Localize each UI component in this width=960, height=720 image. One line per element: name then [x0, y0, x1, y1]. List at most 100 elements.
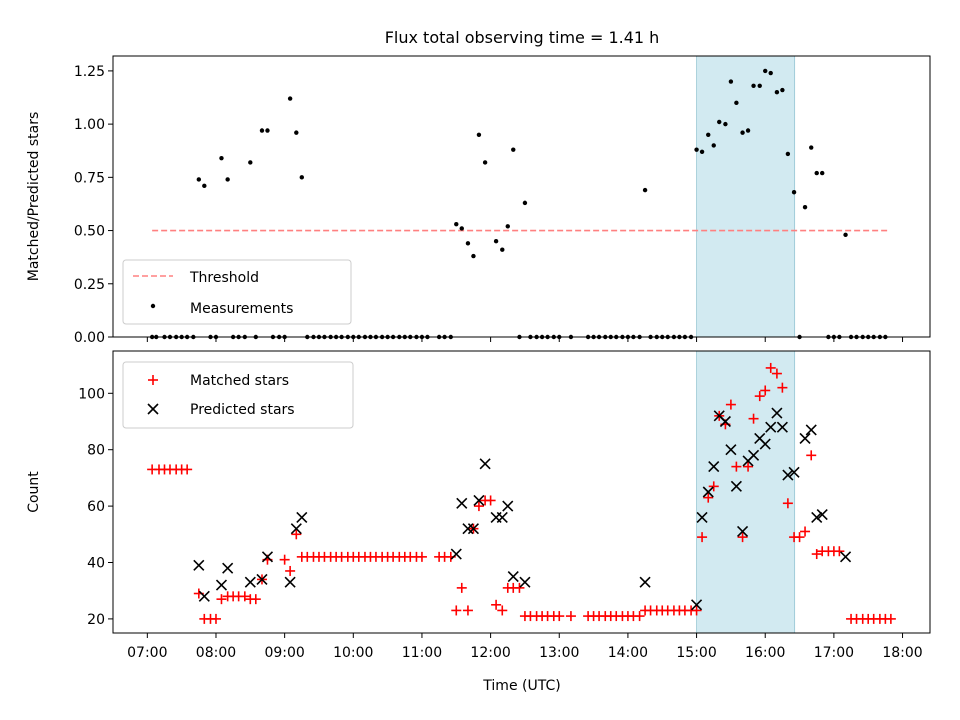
measurement-point: [219, 155, 224, 161]
measurement-point: [768, 70, 773, 76]
matched-star-point: [485, 495, 496, 506]
legend-measurement-swatch: [150, 303, 156, 309]
measurement-point: [745, 128, 751, 133]
matched-star-point: [760, 385, 771, 396]
y-tick-label: 80: [87, 443, 105, 459]
predicted-star-point: [771, 407, 783, 419]
matched-star-point: [697, 532, 708, 543]
measurement-point: [711, 143, 716, 148]
predicted-star-point: [256, 573, 268, 585]
measurement-point: [287, 96, 293, 101]
measurement-point: [802, 204, 808, 210]
matched-star-point: [216, 594, 227, 605]
predicted-star-point: [747, 449, 760, 461]
y-tick-label: 0.25: [74, 277, 105, 293]
matched-star-point: [250, 594, 261, 605]
predicted-star-point: [730, 480, 742, 492]
predicted-star-point: [782, 469, 794, 481]
predicted-star-point: [719, 415, 731, 428]
top-panel: 0.00 0.25 0.50 0.75 1.00 1.25 Matched/Predict…: [26, 55, 931, 346]
predicted-star-point: [479, 458, 491, 470]
measurement-point: [465, 241, 471, 246]
y-tick-label: 1.00: [74, 117, 105, 133]
matched-star-point: [834, 546, 845, 557]
measurement-point: [785, 151, 791, 157]
matched-star-point: [782, 498, 793, 509]
x-tick-label: 15:00: [676, 645, 716, 661]
predicted-star-point: [198, 590, 210, 602]
measurement-point: [706, 132, 711, 137]
matched-star-point: [239, 591, 250, 602]
measurement-point: [734, 100, 739, 106]
matched-star-point: [182, 464, 193, 475]
measurement-point: [202, 183, 207, 189]
predicted-star-point: [296, 511, 308, 523]
measurement-point: [511, 147, 516, 152]
predicted-star-point: [725, 444, 737, 456]
predicted-star-point: [284, 576, 296, 588]
predicted-star-point: [799, 432, 811, 444]
measurement-point: [814, 170, 819, 176]
legend-predicted-swatch: [147, 403, 159, 415]
matched-star-point: [473, 501, 484, 512]
legend-predicted-label: Predicted stars: [190, 402, 295, 418]
predicted-star-point: [691, 599, 703, 611]
predicted-star-point: [261, 551, 274, 563]
bottom-axes-frame: [112, 350, 931, 634]
predicted-star-point: [639, 576, 651, 588]
measurement-point: [699, 149, 705, 154]
predicted-star-point: [467, 523, 480, 535]
predicted-star-point: [193, 559, 205, 571]
measurement-point: [757, 83, 762, 89]
y-tick-label: 0.50: [74, 224, 105, 240]
bottom-marks: [147, 362, 896, 624]
matched-star-point: [806, 450, 817, 461]
measurement-point: [471, 253, 476, 259]
measurement-point: [642, 187, 648, 193]
y-tick-label: 0.75: [74, 170, 105, 186]
measurement-point: [505, 224, 510, 229]
x-tick-label: 18:00: [882, 645, 922, 661]
x-tick-label: 17:00: [814, 645, 854, 661]
top-x-ticks: [146, 337, 904, 342]
predicted-star-point: [708, 461, 720, 473]
matched-star-point: [731, 461, 742, 472]
measurement-point: [694, 147, 699, 152]
y-tick-label: 40: [87, 556, 105, 572]
matched-star-point: [291, 529, 302, 540]
predicted-star-point: [462, 523, 474, 535]
predicted-star-point: [788, 466, 800, 478]
top-legend: Threshold Measurements: [122, 259, 352, 325]
matched-star-point: [743, 461, 754, 472]
matched-star-point: [691, 605, 702, 616]
legend-matched-label: Matched stars: [190, 373, 289, 389]
matched-star-point: [703, 492, 714, 503]
measurement-point: [740, 130, 745, 135]
predicted-star-point: [811, 511, 823, 523]
matched-star-point: [885, 613, 896, 624]
predicted-star-point: [290, 523, 302, 535]
top-y-axis: 0.00 0.25 0.50 0.75 1.00 1.25: [74, 64, 113, 346]
measurement-point: [482, 160, 488, 165]
measurement-point: [248, 160, 253, 165]
measurement-point: [259, 128, 265, 133]
matched-star-point: [554, 611, 565, 622]
predicted-star-point: [702, 486, 714, 498]
matched-star-point: [811, 549, 822, 560]
top-y-axis-label: Matched/Predicted stars: [26, 112, 42, 282]
measurement-point: [820, 170, 825, 176]
matched-star-point: [771, 368, 782, 379]
x-tick-label: 11:00: [402, 645, 442, 661]
matched-star-point: [800, 526, 811, 537]
legend-measurement-label: Measurements: [190, 301, 293, 317]
x-tick-label: 14:00: [608, 645, 648, 661]
matched-star-point: [777, 382, 788, 393]
matched-star-point: [279, 554, 290, 565]
matched-star-point: [765, 362, 776, 373]
bottom-x-axis: 07:00 08:00 09:00 10:00 11:00 12:00 13:00 14:00…: [127, 633, 923, 661]
measurement-point: [459, 226, 464, 231]
legend-matched-swatch: [148, 375, 158, 385]
matched-star-point: [451, 605, 462, 616]
measurement-point: [809, 145, 814, 150]
predicted-star-point: [805, 424, 817, 436]
